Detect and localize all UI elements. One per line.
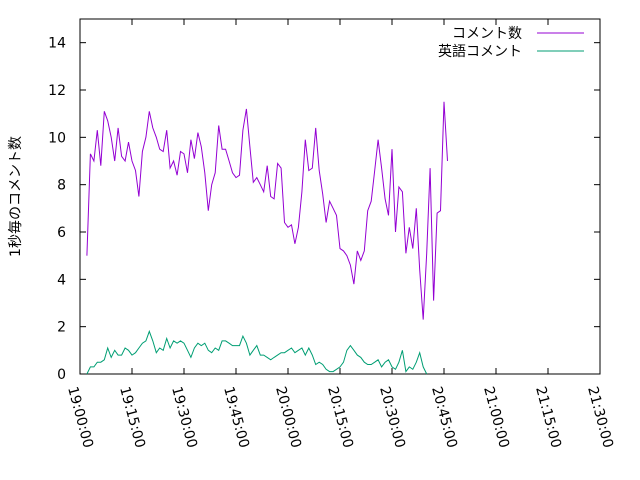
series-line-1 (86, 329, 428, 375)
y-axis-label: 1秒毎のコメント数 (8, 136, 24, 257)
y-tick-label: 4 (57, 272, 66, 288)
y-tick-label: 10 (48, 130, 66, 146)
x-tick-label: 20:00:00 (272, 385, 304, 450)
x-tick-label: 20:45:00 (428, 385, 460, 450)
x-tick-label: 20:30:00 (376, 385, 408, 450)
y-tick-label: 14 (48, 36, 66, 52)
series-lines (86, 101, 448, 375)
legend-label: 英語コメント (438, 43, 522, 60)
x-tick-label: 19:30:00 (168, 385, 200, 450)
y-tick-label: 8 (57, 178, 66, 194)
y-tick-label: 0 (57, 367, 66, 383)
x-tick-label: 19:00:00 (64, 385, 96, 450)
legend-label: コメント数 (452, 26, 522, 42)
y-tick-label: 6 (57, 225, 66, 241)
x-tick-label: 19:45:00 (220, 385, 252, 450)
series-line-0 (86, 101, 448, 320)
y-tick-label: 12 (48, 83, 66, 99)
y-axis-ticks: 0 2 4 6 8 10 12 14 (48, 36, 600, 383)
y-tick-label: 2 (57, 320, 66, 336)
x-axis-ticks: 19:00:00 19:15:00 19:30:00 19:45:00 20:00:00… (64, 19, 616, 450)
x-tick-label: 21:15:00 (532, 385, 564, 450)
x-tick-label: 21:00:00 (480, 385, 512, 450)
x-tick-label: 21:30:00 (584, 385, 616, 450)
x-tick-label: 20:15:00 (324, 385, 356, 450)
x-tick-label: 19:15:00 (116, 385, 148, 450)
plot-frame (79, 18, 601, 375)
